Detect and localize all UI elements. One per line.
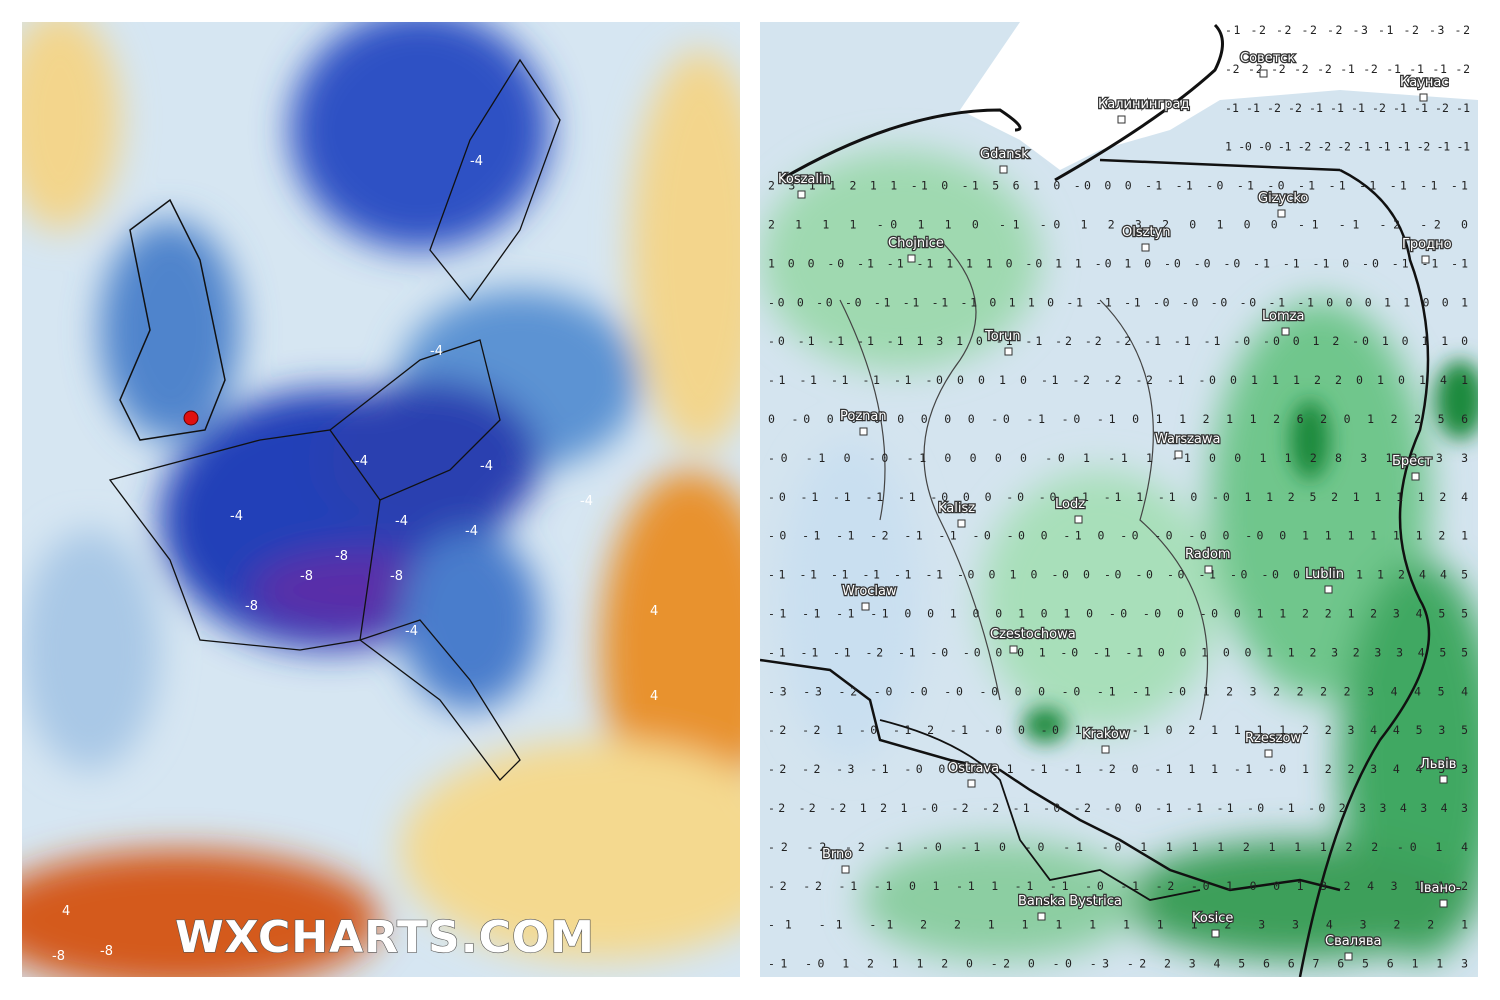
city-dot bbox=[797, 190, 806, 199]
city-label: Lublin bbox=[1305, 567, 1344, 582]
watermark: WXCHARTS.COM bbox=[175, 912, 595, 963]
contour-label: -4 bbox=[395, 514, 408, 529]
grid-row: 1 -0 -0 -1 -2 -2 -2 -1 -1 -1 -2 -1 -1 bbox=[1225, 140, 1470, 154]
grid-row: -2 -2 -2 -1 -0 -1 0 -0 -1 -0 1 1 1 1 2 1… bbox=[768, 840, 1468, 854]
city-label: Banska Bystrica bbox=[1018, 894, 1122, 909]
contour-label: 4 bbox=[650, 604, 658, 619]
city-label: Kosice bbox=[1192, 911, 1233, 926]
city-dot bbox=[1204, 565, 1213, 574]
city-label: Lomza bbox=[1262, 309, 1304, 324]
city-dot bbox=[957, 519, 966, 528]
city-label: Брест bbox=[1392, 454, 1432, 469]
city-label: Gizycko bbox=[1258, 191, 1308, 206]
city-label: Каунас bbox=[1400, 75, 1449, 90]
grid-row: -1 -1 -2 -2 -1 -1 -1 -2 -1 -1 -2 -1 bbox=[1225, 101, 1470, 115]
contour-label: -4 bbox=[405, 624, 418, 639]
city-dot bbox=[1004, 347, 1013, 356]
city-label: Radom bbox=[1185, 547, 1231, 562]
city-label: Poznan bbox=[840, 409, 887, 424]
contour-label: -4 bbox=[465, 524, 478, 539]
contour-label: -4 bbox=[470, 154, 483, 169]
city-dot bbox=[1439, 899, 1448, 908]
contour-label: -4 bbox=[580, 494, 593, 509]
contour-label: -8 bbox=[100, 944, 113, 959]
contour-label: -8 bbox=[335, 549, 348, 564]
contour-label: -8 bbox=[300, 569, 313, 584]
contour-label: -8 bbox=[245, 599, 258, 614]
city-label: Torun bbox=[984, 329, 1021, 344]
city-dot bbox=[1419, 93, 1428, 102]
left-map bbox=[22, 22, 740, 977]
city-dot bbox=[1211, 929, 1220, 938]
city-dot bbox=[1281, 327, 1290, 336]
city-label: Wroclaw bbox=[842, 584, 897, 599]
city-dot bbox=[1324, 585, 1333, 594]
grid-row: -2 -2 -2 1 2 1 -0 -2 -2 -1 -0 -2 -0 0 -1… bbox=[768, 801, 1468, 815]
grid-row: -1 -2 -2 -2 -2 -3 -1 -2 -3 -2 bbox=[1225, 23, 1470, 37]
grid-row: 1 0 0 -0 -1 -1 -1 1 1 1 0 -0 1 1 -0 1 0 … bbox=[768, 256, 1468, 270]
contour-label: 4 bbox=[650, 689, 658, 704]
contour-label: -4 bbox=[430, 344, 443, 359]
city-label: Brno bbox=[822, 847, 852, 862]
contour-label: -8 bbox=[390, 569, 403, 584]
grid-row: -2 -2 -2 -2 -2 -1 -2 -1 -1 -1 -2 bbox=[1225, 62, 1470, 76]
city-label: Ostrava bbox=[948, 761, 999, 776]
grid-row: -1 -0 1 2 1 1 2 0 -2 0 -0 -3 -2 2 3 4 5 … bbox=[768, 957, 1468, 971]
city-dot bbox=[1037, 912, 1046, 921]
grid-row: -0 0 -0 -0 -1 -1 -1 -1 0 1 1 0 -1 -1 -1 … bbox=[768, 295, 1468, 309]
city-label: Czestochowa bbox=[990, 627, 1076, 642]
city-dot bbox=[841, 865, 850, 874]
marker bbox=[183, 410, 199, 426]
city-dot bbox=[859, 427, 868, 436]
city-dot bbox=[1117, 115, 1126, 124]
city-label: Krakow bbox=[1082, 727, 1130, 742]
city-dot bbox=[1141, 243, 1150, 252]
city-dot bbox=[1411, 472, 1420, 481]
grid-row: 2 3 1 1 2 1 1 -1 0 -1 5 6 1 0 -0 0 0 -1 … bbox=[768, 179, 1468, 193]
city-dot bbox=[967, 779, 976, 788]
city-label: Lodz bbox=[1055, 497, 1085, 512]
city-dot bbox=[1421, 255, 1430, 264]
city-label: Koszalin bbox=[778, 172, 831, 187]
city-label: Chojnice bbox=[888, 236, 944, 251]
city-dot bbox=[1344, 952, 1353, 961]
city-label: Івано- bbox=[1420, 881, 1461, 896]
city-dot bbox=[1277, 209, 1286, 218]
grid-row: -1 -1 -1 -2 -1 -0 -0 0 0 1 -0 -1 -1 0 0 … bbox=[768, 645, 1468, 659]
city-label: Свалява bbox=[1325, 934, 1381, 949]
city-label: Гродно bbox=[1402, 237, 1452, 252]
city-label: Gdansk bbox=[980, 147, 1029, 162]
grid-row: -0 -1 -1 -1 -1 -0 0 0 -0 -0 -1 -1 1 -1 0… bbox=[768, 490, 1468, 504]
city-label: Warszawa bbox=[1155, 432, 1221, 447]
city-label: Калининград bbox=[1098, 97, 1189, 112]
city-label: Kalisz bbox=[938, 501, 975, 516]
contour-label: 4 bbox=[62, 904, 70, 919]
labels: Советск Калининград Каунас Gdansk Koszalin Gi… bbox=[52, 50, 1462, 964]
city-dot bbox=[999, 165, 1008, 174]
city-label: Rzeszow bbox=[1245, 731, 1301, 746]
city-dot bbox=[1264, 749, 1273, 758]
city-dot bbox=[1101, 745, 1110, 754]
contour-label: -4 bbox=[480, 459, 493, 474]
grid-row: -0 -1 -1 -1 -1 1 3 1 0 -1 -1 -2 -2 -2 -1… bbox=[768, 334, 1468, 348]
city-label: Olsztyn bbox=[1122, 225, 1170, 240]
city-dot bbox=[1074, 515, 1083, 524]
city-dot bbox=[1439, 775, 1448, 784]
city-label: Львів bbox=[1420, 757, 1456, 772]
right-map bbox=[760, 22, 1478, 977]
city-dot bbox=[1259, 69, 1268, 78]
city-dot bbox=[1174, 450, 1183, 459]
contour-label: -4 bbox=[355, 454, 368, 469]
city-dot bbox=[861, 602, 870, 611]
city-label: Советск bbox=[1240, 51, 1295, 66]
city-dot bbox=[1009, 645, 1018, 654]
contour-label: -8 bbox=[52, 949, 65, 964]
city-dot bbox=[907, 254, 916, 263]
contour-label: -4 bbox=[230, 509, 243, 524]
